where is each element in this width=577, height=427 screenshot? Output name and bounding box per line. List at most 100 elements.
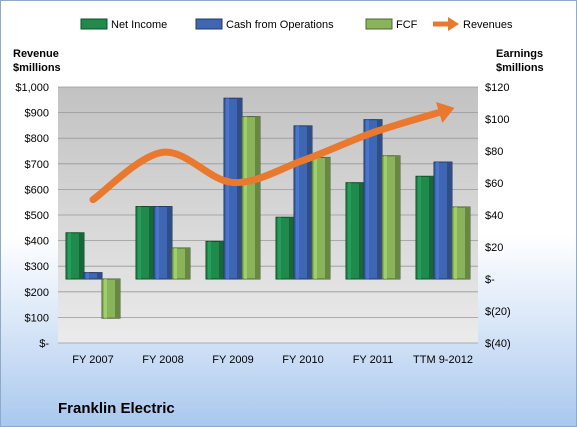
x-tick-label: FY 2008 (142, 354, 183, 366)
gridlines (58, 86, 478, 344)
bar-net-income (135, 206, 155, 280)
bar-highlight (418, 176, 421, 279)
bar-cash-from-operations (83, 272, 103, 280)
legend-swatch (365, 18, 393, 30)
left-tick-label: $500 (25, 210, 49, 222)
x-tick-label: FY 2010 (282, 354, 323, 366)
bar-highlight (384, 155, 387, 279)
bar-highlight (68, 232, 71, 279)
bar-highlight (138, 206, 141, 279)
legend-item: Cash from Operations (195, 18, 334, 31)
bar-net-income (415, 175, 435, 280)
bar-net-income (65, 232, 85, 280)
right-tick-label: $120 (485, 82, 509, 94)
bar-side (377, 119, 382, 279)
legend-label: Net Income (111, 19, 167, 31)
bar-fcf (311, 156, 331, 280)
bar-highlight (226, 98, 229, 279)
right-tick-label: $100 (485, 114, 509, 126)
left-tick-label: $300 (25, 261, 49, 273)
bar-side (97, 272, 102, 279)
bar-side (447, 162, 452, 279)
bar-fcf (241, 116, 261, 280)
bar-side (115, 279, 120, 319)
legend-item: FCF (365, 18, 418, 31)
legend-label: FCF (396, 19, 418, 31)
bar-side (359, 182, 364, 279)
bar-side (219, 241, 224, 279)
left-tick-label: $900 (25, 108, 49, 120)
bar-highlight (436, 162, 439, 279)
legend-swatch (195, 18, 223, 30)
bar-highlight (86, 272, 89, 279)
x-tick-label: TTM 9-2012 (413, 354, 473, 366)
bar-net-income (205, 240, 225, 280)
bar-fcf (451, 206, 471, 280)
left-tick-label: $800 (25, 133, 49, 145)
bar-net-income (275, 216, 295, 280)
revenue-arrowhead (435, 101, 455, 124)
legend-label: Cash from Operations (226, 19, 334, 31)
bar-highlight (208, 241, 211, 279)
bar-highlight (244, 116, 247, 279)
bar-side (185, 247, 190, 279)
right-axis-ticks: $(40) $(20) $- $20 $40 $60 $80 $100 $120 (485, 82, 511, 350)
legend-item: Net Income (80, 18, 167, 31)
bar-side (149, 206, 154, 279)
left-tick-label: $400 (25, 236, 49, 248)
left-tick-label: $- (39, 338, 49, 350)
right-tick-label: $20 (485, 242, 503, 254)
bar-side (429, 176, 434, 279)
right-tick-label: $(40) (485, 338, 511, 350)
left-tick-label: $700 (25, 159, 49, 171)
right-tick-label: $80 (485, 146, 503, 158)
right-tick-label: $(20) (485, 306, 511, 318)
bar-highlight (104, 279, 107, 319)
bar-side (307, 125, 312, 279)
bar-fcf (101, 278, 121, 319)
bar-cash-from-operations (293, 125, 313, 280)
revenue-line-path (89, 107, 447, 204)
x-tick-label: FY 2009 (212, 354, 253, 366)
bar-side (167, 206, 172, 279)
left-tick-label: $600 (25, 184, 49, 196)
bar-cash-from-operations (363, 119, 383, 280)
right-tick-label: $40 (485, 210, 503, 222)
bar-highlight (454, 207, 457, 279)
bar-side (395, 155, 400, 279)
x-tick-label: FY 2011 (353, 354, 394, 366)
legend-label: Revenues (463, 19, 513, 31)
revenue-line (89, 101, 455, 204)
bar-highlight (174, 247, 177, 279)
bar-highlight (296, 125, 299, 279)
left-axis-title-line1: Revenue (13, 48, 59, 60)
left-axis-title-line2: $millions (13, 62, 61, 74)
bar-cash-from-operations (433, 161, 453, 280)
bar-highlight (278, 217, 281, 279)
bar-side (325, 157, 330, 279)
left-tick-label: $1,000 (15, 82, 49, 94)
bar-highlight (314, 157, 317, 279)
left-tick-label: $100 (25, 312, 49, 324)
bar-fcf (171, 247, 191, 280)
bar-highlight (348, 182, 351, 279)
right-axis-title-line1: Earnings (496, 48, 543, 60)
bar-side (237, 98, 242, 279)
bar-cash-from-operations (153, 206, 173, 280)
left-axis-ticks: $- $100 $200 $300 $400 $500 $600 $700 $800 $900 $1… (15, 82, 49, 350)
bar-side (289, 217, 294, 279)
left-tick-label: $200 (25, 287, 49, 299)
right-axis-title-line2: $millions (496, 62, 544, 74)
bar-side (465, 207, 470, 279)
bar-fcf (381, 155, 401, 280)
bar-side (79, 232, 84, 279)
bar-highlight (156, 206, 159, 279)
x-axis-ticks: FY 2007 FY 2008 FY 2009 FY 2010 FY 2011 TTM 9… (72, 354, 473, 366)
legend-swatch (80, 18, 108, 30)
company-name: Franklin Electric (58, 400, 175, 417)
legend-item: Revenues (433, 17, 513, 31)
bar-net-income (345, 182, 365, 280)
bars (65, 97, 471, 319)
